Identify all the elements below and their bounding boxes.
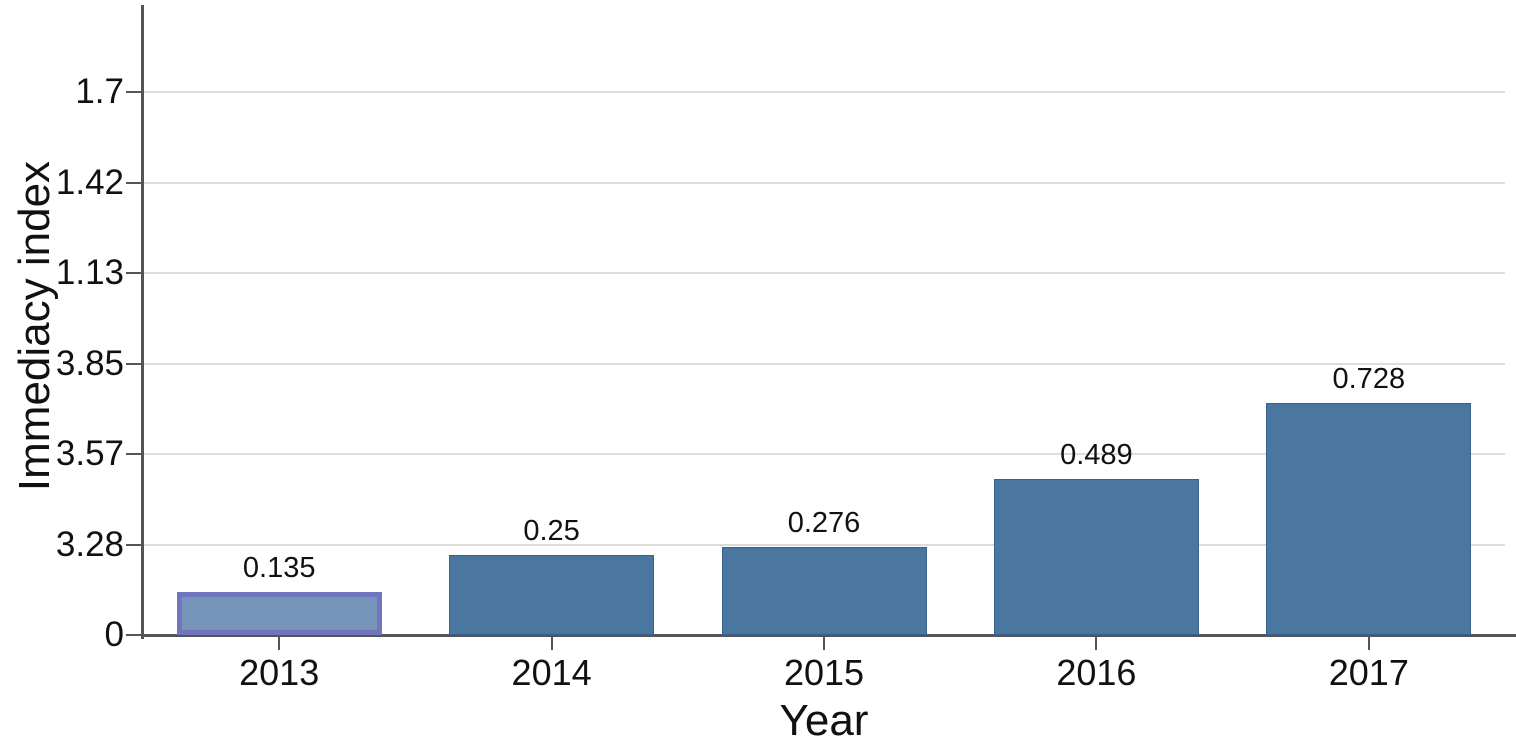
y-tick-label-1.13: 1.13 (55, 253, 124, 293)
y-tick-1.13 (126, 272, 143, 275)
x-tick-label-2016: 2016 (1056, 652, 1137, 693)
bar-2013[interactable] (176, 591, 382, 635)
bar-value-2014: 0.25 (523, 515, 580, 548)
y-tick-label-3.57: 3.57 (55, 434, 124, 474)
x-tick-2013 (278, 636, 281, 650)
x-tick-label-2013: 2013 (239, 652, 320, 693)
y-tick-label-1.42: 1.42 (55, 162, 124, 202)
gridline-1.7 (143, 91, 1505, 94)
bar-value-2013: 0.135 (242, 551, 316, 584)
y-tick-label-0: 0 (104, 615, 124, 654)
x-tick-2016 (1095, 636, 1098, 650)
y-tick-label-3.85: 3.85 (55, 343, 124, 383)
x-axis-line (143, 633, 1516, 637)
gridline-1.42 (143, 181, 1505, 184)
gridline-3.57 (143, 453, 1505, 456)
x-tick-label-2015: 2015 (783, 652, 865, 693)
y-tick-0 (126, 634, 143, 636)
y-tick-1.42 (126, 181, 143, 184)
bar-value-2016: 0.489 (1060, 438, 1133, 471)
y-tick-label-1.7: 1.7 (75, 72, 124, 112)
x-tick-2017 (1367, 636, 1370, 650)
y-tick-3.85 (126, 362, 143, 365)
gridline-1.13 (143, 272, 1505, 275)
bar-value-2017: 0.728 (1332, 362, 1406, 395)
x-tick-label-2014: 2014 (511, 652, 592, 693)
y-axis-line (141, 5, 144, 639)
gridline-3.85 (143, 362, 1505, 365)
x-tick-label-2017: 2017 (1328, 652, 1409, 693)
bar-value-2015: 0.276 (787, 506, 861, 539)
bar-2016[interactable] (993, 478, 1199, 635)
bar-2014[interactable] (449, 555, 655, 635)
x-tick-2015 (823, 636, 825, 650)
gridline-3.28 (143, 543, 1505, 546)
y-tick-3.28 (126, 543, 143, 546)
bar-2017[interactable] (1266, 402, 1472, 635)
x-axis-title: Year (779, 696, 869, 745)
y-tick-1.7 (126, 91, 143, 94)
y-tick-3.57 (126, 453, 143, 456)
x-tick-2014 (550, 636, 553, 650)
bar-2015[interactable] (721, 546, 927, 635)
y-tick-label-3.28: 3.28 (55, 524, 124, 564)
